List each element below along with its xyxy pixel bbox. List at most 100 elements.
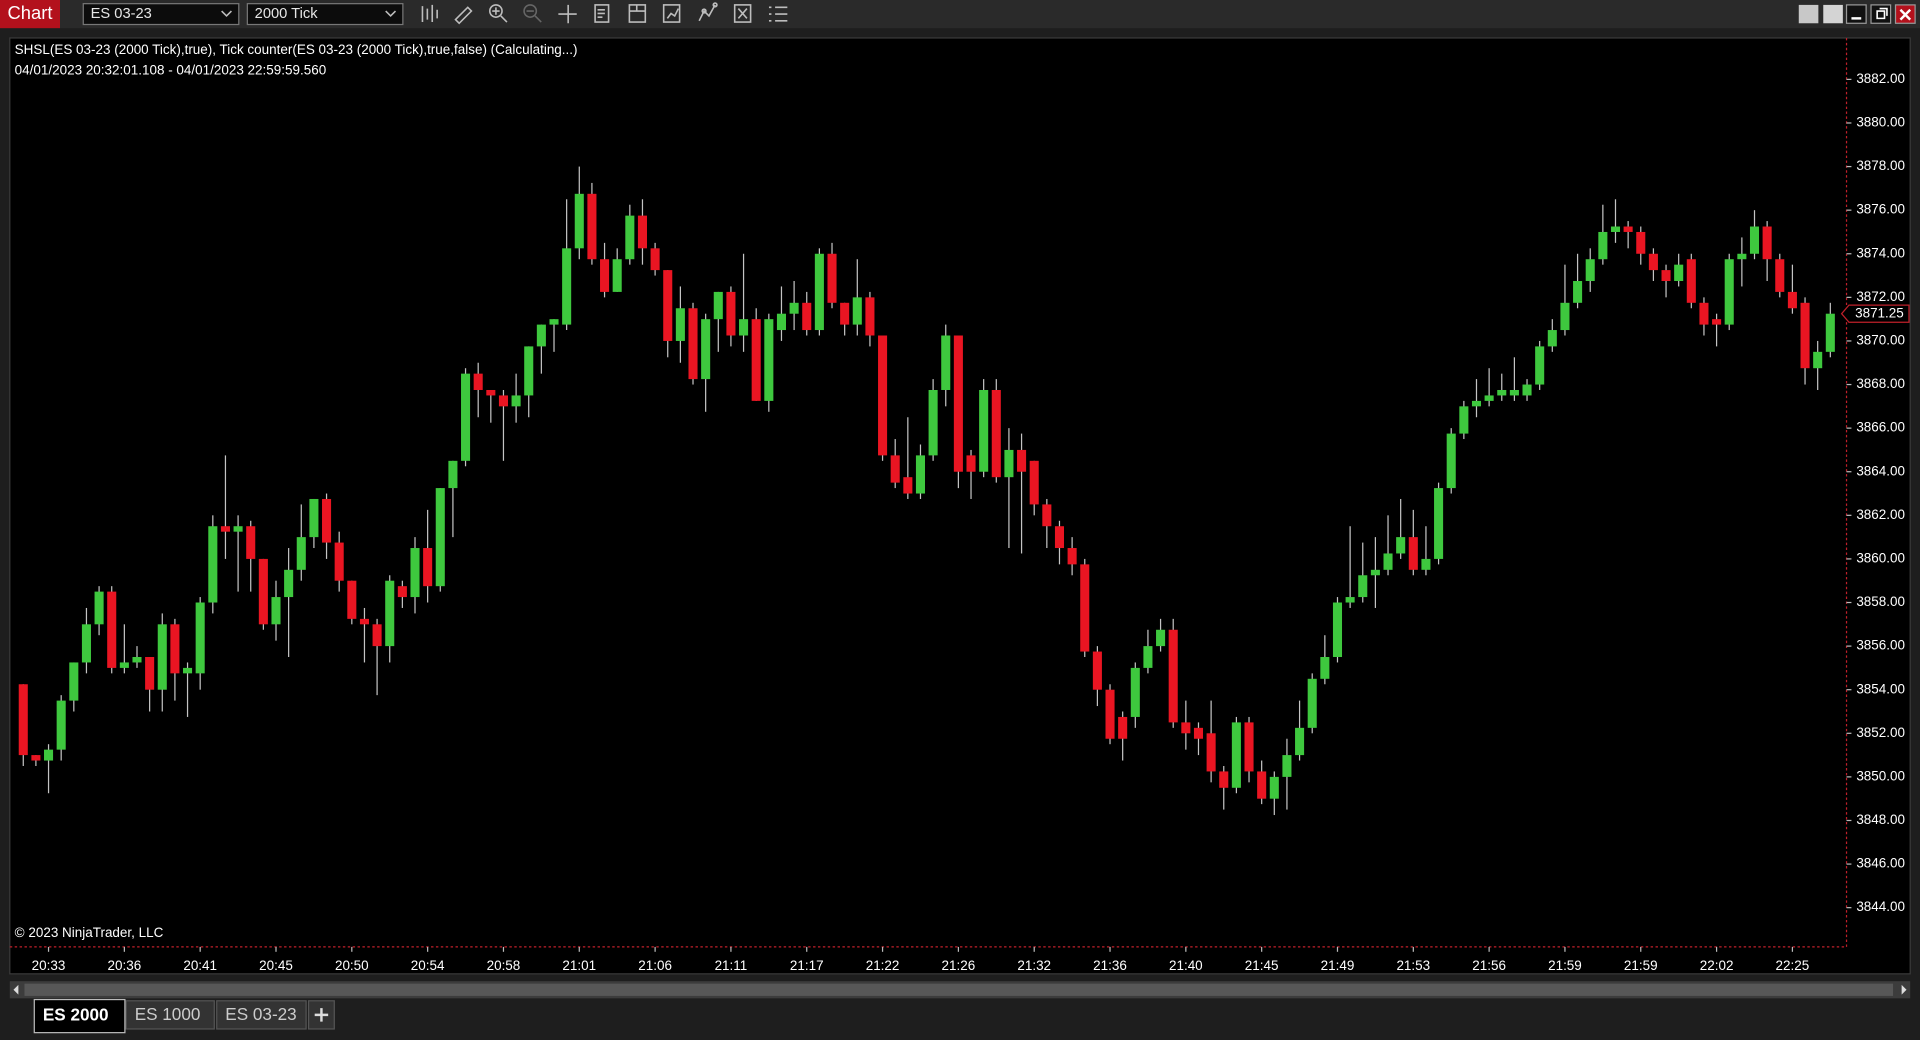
tab[interactable]: [216, 1000, 307, 1030]
restore-button[interactable]: [1870, 4, 1892, 24]
candle-body: [1156, 629, 1166, 647]
instrument-dropdown[interactable]: [82, 3, 240, 26]
tab[interactable]: [125, 1000, 215, 1030]
candle-body: [1143, 646, 1153, 668]
candle-body: [1105, 689, 1115, 739]
candle-body: [195, 602, 205, 674]
menu-list-button[interactable]: [768, 6, 788, 22]
zoom-out-button[interactable]: [523, 4, 542, 23]
zoom-in-button[interactable]: [489, 4, 508, 23]
scroll-right-arrow[interactable]: [1901, 984, 1907, 995]
candle-body: [498, 395, 508, 407]
candle-body: [1598, 231, 1608, 260]
candle-body: [1497, 389, 1507, 396]
interval-dropdown[interactable]: [246, 3, 404, 26]
y-tick-label: 3870.00: [1856, 333, 1905, 348]
candle-body: [347, 580, 357, 619]
scroll-left-arrow[interactable]: [13, 984, 19, 995]
candle-body: [1648, 253, 1658, 271]
window-controls: [1798, 4, 1916, 24]
crosshair-button[interactable]: [558, 4, 577, 24]
chart-menu-label: Chart: [8, 2, 53, 23]
candle-body: [309, 498, 319, 538]
candle-body: [397, 586, 407, 598]
candle-body: [878, 335, 888, 456]
templates-button[interactable]: [733, 4, 752, 23]
y-tick-label: 3872.00: [1856, 289, 1905, 304]
candle-body: [1130, 667, 1140, 717]
candle-body: [625, 215, 635, 260]
candle-body: [650, 248, 660, 271]
tab-active[interactable]: [33, 998, 126, 1034]
candle-body: [536, 324, 546, 347]
candle-body: [1522, 384, 1532, 396]
tab-label: ES 03-23: [225, 1004, 296, 1024]
candle-body: [1092, 651, 1102, 690]
candle-body: [764, 319, 774, 401]
candle-body: [1257, 771, 1267, 799]
y-tick-label: 3846.00: [1856, 856, 1905, 871]
candle-body: [359, 618, 369, 625]
candle-body: [1573, 281, 1583, 303]
candle-body: [840, 302, 850, 325]
candle-body: [69, 662, 79, 701]
candle-body: [18, 684, 28, 756]
candle-body: [953, 335, 963, 472]
candle-body: [1762, 226, 1772, 260]
candle-body: [1547, 330, 1557, 347]
candle-body: [1535, 346, 1545, 385]
candle-body: [1206, 733, 1216, 772]
candle-body: [448, 460, 458, 489]
candle-body: [44, 749, 54, 761]
window-tile-button[interactable]: [1798, 4, 1819, 24]
candle-body: [1017, 449, 1027, 472]
x-tick-label: 20:36: [108, 958, 142, 973]
dropdown-arrow: [221, 10, 232, 18]
candle-body: [334, 542, 344, 581]
indicators-button[interactable]: [662, 4, 681, 23]
chart-style-button[interactable]: [421, 4, 438, 23]
candle-body: [322, 498, 332, 543]
data-box-button[interactable]: [594, 4, 610, 23]
x-tick-label: 21:49: [1321, 958, 1355, 973]
candle-body: [1585, 259, 1595, 282]
candle-body: [524, 346, 534, 396]
y-tick-label: 3860.00: [1856, 550, 1905, 565]
candle-body: [1168, 629, 1178, 723]
x-tick-label: 21:40: [1169, 958, 1203, 973]
candle-body: [31, 755, 41, 761]
candle-body: [385, 580, 395, 647]
candle-body: [991, 389, 1001, 478]
properties-button[interactable]: [628, 4, 647, 23]
add-tab-glyph: [314, 1008, 329, 1022]
candle-body: [1610, 226, 1621, 232]
x-tick-label: 20:58: [487, 958, 521, 973]
candle-body: [739, 319, 749, 336]
candle-body: [852, 297, 862, 325]
candle-body: [1623, 226, 1633, 232]
candle-body: [1749, 226, 1760, 254]
candle-body: [119, 662, 129, 668]
candle-body: [1244, 722, 1254, 772]
y-tick-label: 3882.00: [1856, 71, 1905, 86]
candle-body: [675, 308, 685, 341]
minimize-button[interactable]: [1845, 4, 1867, 24]
candle-body: [612, 259, 622, 292]
candle-body: [1067, 548, 1077, 565]
candle-body: [1446, 433, 1456, 489]
x-tick-label: 21:36: [1093, 958, 1127, 973]
chart-menu-button[interactable]: [0, 0, 60, 29]
y-tick-label: 3876.00: [1856, 202, 1905, 217]
scrollbar-thumb[interactable]: [24, 983, 1894, 996]
window-pin-button[interactable]: [1823, 4, 1843, 24]
instrument-value: ES 03-23: [91, 6, 152, 22]
y-tick-label: 3868.00: [1856, 376, 1905, 391]
y-tick-label: 3852.00: [1856, 725, 1905, 740]
candle-body: [1560, 302, 1570, 331]
drawing-tool-button[interactable]: [454, 6, 473, 25]
x-tick-label: 20:45: [259, 958, 293, 973]
y-tick-label: 3862.00: [1856, 507, 1905, 522]
strategies-button[interactable]: [698, 2, 718, 22]
candle-body: [1434, 488, 1444, 559]
x-tick-label: 21:45: [1245, 958, 1279, 973]
